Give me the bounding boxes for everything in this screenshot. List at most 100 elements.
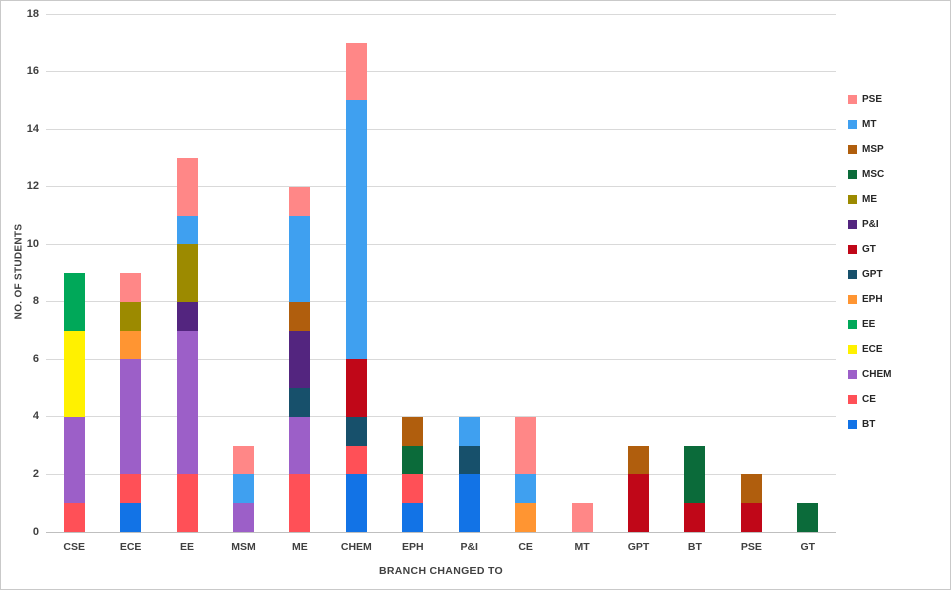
bar-segment-CHEM — [233, 503, 254, 532]
bar-segment-MT — [458, 416, 480, 446]
legend-label: GPT — [862, 269, 883, 280]
bar-segment-CE — [289, 474, 311, 532]
x-tick-label: EE — [180, 541, 195, 553]
bar-segment-MT — [515, 474, 537, 504]
legend-swatch — [848, 370, 857, 379]
x-tick-label: BT — [687, 541, 702, 553]
legend-label: GT — [862, 244, 876, 255]
bar-segment-MT — [345, 100, 367, 360]
bar-segment-GPT — [289, 388, 311, 417]
gridline — [46, 358, 836, 360]
bar-segment-BT — [120, 503, 142, 532]
gridline — [46, 128, 836, 130]
gridline — [46, 71, 836, 73]
legend: PSE MT MSP MSC ME P&I GT GPT EPH EE ECE CHEM CE BT — [848, 94, 891, 430]
x-tick-label: MSM — [231, 541, 256, 553]
bar-segment-MSP — [289, 301, 311, 331]
legend-item-MT: MT — [848, 119, 891, 130]
bar-segment-GT — [345, 359, 367, 417]
y-tick-label: 18 — [26, 7, 39, 20]
bar-segment-ECE — [63, 330, 85, 417]
legend-item-MSP: MSP — [848, 144, 891, 155]
bar-segment-PSE — [571, 503, 593, 532]
bar-segment-CHEM — [63, 416, 85, 504]
legend-label: CE — [862, 394, 876, 405]
x-axis-ticks: CSE ECE EE MSM ME CHEM EPH P&I CE MT GPT BT PSE GT — [46, 541, 836, 556]
bar-segment-MT — [289, 215, 311, 302]
bar-MT — [571, 503, 593, 532]
bar-CHEM — [345, 42, 367, 532]
x-tick-label: MT — [574, 541, 590, 553]
legend-item-P&I: P&I — [848, 219, 891, 230]
legend-item-GPT: GPT — [848, 269, 891, 280]
legend-swatch — [848, 270, 857, 279]
bar-segment-MSP — [628, 445, 649, 475]
bar-segment-CE — [176, 474, 198, 532]
bar-segment-ME — [120, 301, 142, 331]
y-tick-label: 10 — [26, 237, 39, 250]
bar-segment-GPT — [345, 416, 367, 446]
bar-segment-PSE — [289, 186, 311, 216]
y-tick-label: 14 — [26, 122, 39, 135]
bar-segment-PSE — [345, 42, 367, 101]
y-tick-label: 6 — [32, 352, 39, 365]
legend-label: BT — [862, 419, 876, 430]
plot-area — [46, 13, 836, 533]
bar-MSM — [233, 445, 254, 532]
legend-swatch — [848, 395, 857, 404]
bar-segment-EPH — [515, 503, 537, 532]
bar-segment-MSC — [797, 503, 819, 532]
bar-segment-BT — [458, 474, 480, 532]
x-tick-label: GPT — [627, 541, 650, 553]
gridline — [46, 416, 836, 418]
legend-label: EE — [862, 319, 876, 330]
legend-label: CHEM — [862, 369, 892, 380]
bar-segment-P&I — [289, 330, 311, 389]
y-tick-label: 0 — [32, 525, 39, 538]
legend-swatch — [848, 220, 857, 229]
x-tick-label: CHEM — [340, 541, 372, 553]
legend-swatch — [848, 95, 857, 104]
x-tick-label: CSE — [63, 541, 85, 553]
bar-segment-MSP — [402, 416, 424, 446]
bar-GPT — [628, 445, 649, 532]
bar-segment-PSE — [233, 445, 254, 475]
y-tick-label: 2 — [32, 467, 39, 480]
bar-segment-CHEM — [176, 330, 198, 475]
legend-item-EPH: EPH — [848, 294, 891, 305]
x-tick-label: CE — [518, 541, 533, 553]
bar-segment-CHEM — [289, 416, 311, 475]
bar-segment-EPH — [120, 330, 142, 360]
legend-label: MT — [862, 119, 877, 130]
legend-label: MSC — [862, 169, 885, 180]
x-axis-title: BRANCH CHANGED TO — [379, 565, 503, 577]
legend-item-BT: BT — [848, 419, 891, 430]
bar-segment-PSE — [176, 157, 198, 216]
legend-item-ECE: ECE — [848, 344, 891, 355]
bar-segment-CE — [402, 474, 424, 504]
x-tick-label: P&I — [460, 541, 478, 553]
bar-ME — [289, 186, 311, 532]
bar-segment-BT — [345, 474, 367, 532]
bar-segment-BT — [402, 503, 424, 532]
legend-label: MSP — [862, 144, 884, 155]
bar-segment-MSC — [402, 445, 424, 475]
legend-item-EE: EE — [848, 319, 891, 330]
x-tick-label: ECE — [119, 541, 142, 553]
gridline — [46, 243, 836, 245]
legend-label: P&I — [862, 219, 879, 230]
bar-ECE — [120, 273, 142, 532]
legend-item-ME: ME — [848, 194, 891, 205]
bar-segment-MT — [233, 474, 254, 504]
bar-segment-ME — [176, 244, 198, 302]
legend-item-PSE: PSE — [848, 94, 891, 105]
legend-swatch — [848, 120, 857, 129]
bar-segment-CE — [120, 474, 142, 504]
legend-label: ECE — [862, 344, 883, 355]
bar-EE — [176, 157, 198, 532]
bar-segment-CE — [63, 503, 85, 532]
bar-segment-GT — [684, 503, 706, 532]
gridline — [46, 186, 836, 188]
legend-swatch — [848, 145, 857, 154]
